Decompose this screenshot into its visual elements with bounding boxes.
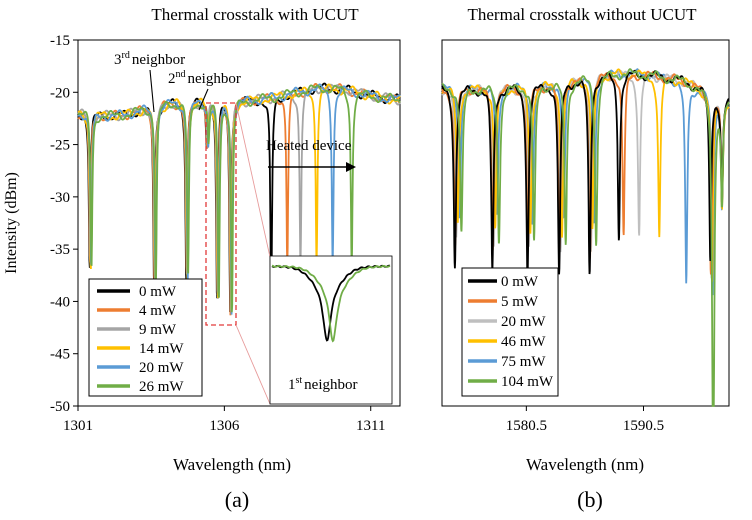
inset-first-neighbor-label: 1st neighbor (288, 375, 358, 393)
heated-device-label: Heated device (266, 138, 352, 154)
inset-connector-top (235, 102, 271, 258)
panel-b-series-line (441, 68, 730, 407)
panel-a-annotations: 3rd neighbor 2nd neighbor Heated device (114, 50, 356, 405)
panel-a-y-tick-label: -40 (50, 294, 70, 310)
panel-a-x-axis-label: Wavelength (nm) (173, 455, 291, 474)
panel-b-legend-box (461, 267, 559, 397)
legend-entry-label: 0 mW (501, 274, 539, 290)
legend-entry-label: 46 mW (501, 334, 546, 350)
panel-b-x-axis-label: Wavelength (nm) (526, 455, 644, 474)
panel-a-y-axis-label: Intensity (dBm) (3, 172, 20, 274)
panel-a-panel-label: (a) (225, 487, 249, 512)
legend-entry-label: 14 mW (139, 341, 184, 357)
panel-a-y-tick-label: -35 (50, 242, 70, 258)
second-neighbor-label: 2nd neighbor (168, 69, 241, 87)
legend-entry-label: 26 mW (139, 379, 184, 395)
first-neighbor-dashed-box (205, 102, 237, 326)
panel-a-y-ticks: -15 -20 -25 -30 -35 -40 -45 -50 (50, 33, 78, 415)
inset-connector-bottom (235, 324, 271, 405)
panel-a-legend: 0 mW 4 mW 9 mW 14 mW 20 mW 26 mW (88, 278, 203, 397)
panel-b-series-line (441, 68, 730, 282)
panel-a-x-tick-label: 1306 (209, 418, 240, 434)
legend-entry-label: 20 mW (139, 360, 184, 376)
third-neighbor-pointer (149, 69, 155, 113)
panel-b-legend: 0 mW 5 mW 20 mW 46 mW 75 mW 104 mW (461, 267, 559, 397)
panel-b-x-ticks: 1580.5 1590.5 (506, 406, 664, 434)
panel-b-x-tick-label: 1590.5 (623, 418, 664, 434)
panel-a-y-tick-label: -25 (50, 138, 70, 154)
legend-entry-label: 75 mW (501, 354, 546, 370)
panel-b-series-line (441, 69, 730, 277)
panel-b-plot-frame (441, 39, 730, 407)
legend-entry-label: 104 mW (501, 374, 554, 390)
third-neighbor-label: 3rd neighbor (114, 50, 185, 68)
panel-a-x-tick-label: 1311 (356, 418, 385, 434)
legend-entry-label: 9 mW (139, 322, 177, 338)
inset-series-line (271, 264, 391, 343)
panel-a: Thermal crosstalk with UCUT Intensity (d… (3, 5, 401, 512)
panel-a-y-tick-label: -45 (50, 347, 70, 363)
panel-a-y-tick-label: -20 (50, 85, 70, 101)
panel-a-y-tick-label: -30 (50, 190, 70, 206)
panel-a-title: Thermal crosstalk with UCUT (151, 5, 359, 24)
legend-entry-label: 4 mW (139, 303, 177, 319)
inset-series-lines (271, 264, 391, 343)
panel-a-x-ticks: 1301 1306 1311 (63, 406, 385, 434)
panel-a-inset: 1st neighbor (269, 255, 393, 405)
panel-b-title: Thermal crosstalk without UCUT (468, 5, 698, 24)
panel-a-series-line (77, 83, 401, 315)
panel-a-y-tick-label: -50 (50, 399, 70, 415)
panel-b-series-lines (441, 68, 730, 407)
panel-b: Thermal crosstalk without UCUT Wavelengt… (441, 5, 730, 512)
panel-a-y-tick-label: -15 (50, 33, 70, 49)
legend-entry-label: 0 mW (139, 284, 177, 300)
second-neighbor-pointer (198, 88, 209, 111)
legend-entry-label: 5 mW (501, 294, 539, 310)
panel-b-panel-label: (b) (577, 487, 603, 512)
panel-a-plot-frame (77, 39, 401, 407)
panel-b-x-tick-label: 1580.5 (506, 418, 547, 434)
panel-a-series-line (77, 84, 401, 313)
heated-device-arrowhead (346, 162, 356, 172)
legend-entry-label: 20 mW (501, 314, 546, 330)
panel-a-legend-box (88, 278, 203, 397)
panel-a-x-tick-label: 1301 (63, 418, 93, 434)
panel-a-series-lines (77, 82, 401, 316)
